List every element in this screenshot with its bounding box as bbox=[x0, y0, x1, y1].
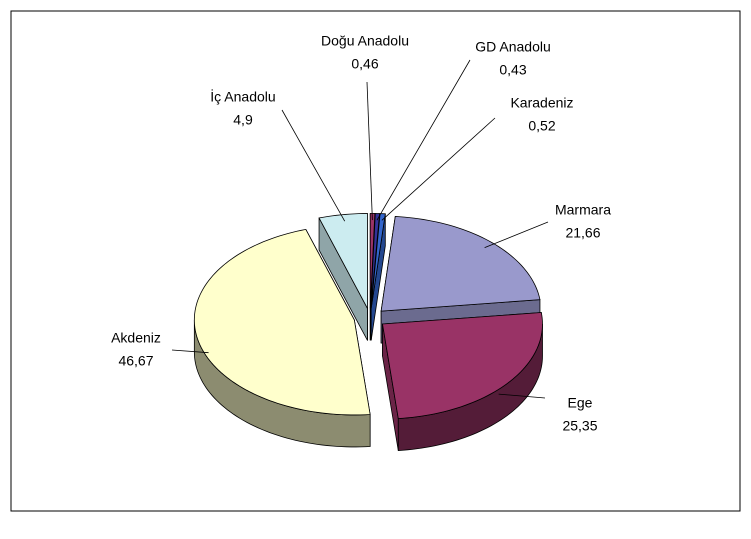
slice-value: 0,46 bbox=[351, 56, 378, 72]
slice-label: Doğu Anadolu bbox=[321, 33, 409, 49]
slice bbox=[370, 213, 381, 309]
leader-line bbox=[381, 117, 496, 221]
leader-line bbox=[498, 393, 546, 399]
slice-value: 46,67 bbox=[118, 353, 153, 369]
leader-line bbox=[171, 349, 209, 354]
leader-line bbox=[281, 109, 346, 222]
slice-label: Akdeniz bbox=[111, 330, 161, 346]
slice-label: Karadeniz bbox=[510, 95, 573, 111]
slice-value: 4,9 bbox=[233, 112, 253, 128]
leader-line bbox=[366, 81, 373, 221]
slice bbox=[380, 216, 541, 312]
slice bbox=[370, 213, 386, 309]
slice bbox=[382, 312, 543, 419]
leader-line bbox=[376, 59, 471, 221]
slice bbox=[369, 212, 376, 309]
slice-label: İç Anadolu bbox=[210, 88, 275, 105]
slice bbox=[318, 213, 368, 309]
slice bbox=[193, 228, 371, 416]
slice-value: 25,35 bbox=[562, 418, 597, 434]
slice-value: 0,52 bbox=[528, 118, 555, 134]
slice-label: Ege bbox=[568, 395, 593, 411]
slice-label: GD Anadolu bbox=[475, 39, 551, 55]
slice-value: 0,43 bbox=[499, 62, 526, 78]
slice-label: Marmara bbox=[555, 202, 611, 218]
slice-value: 21,66 bbox=[565, 225, 600, 241]
leader-line bbox=[484, 221, 549, 248]
